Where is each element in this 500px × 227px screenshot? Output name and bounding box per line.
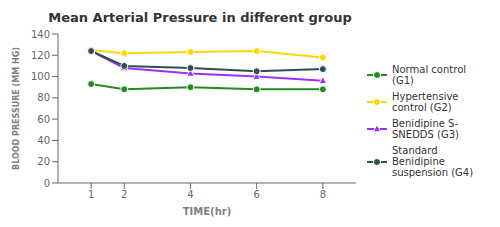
html-text:Hypertensive control (G2): Hypertensive control (G2) [392,91,459,113]
html-text:Benidipine S- SNEDDS (G3): Benidipine S- SNEDDS (G3) [392,118,459,140]
svg-text:8: 8 [320,189,326,200]
html-text:Standard Benidipine suspension: Standard Benidipine suspension (G4) [392,145,474,178]
html-text:Normal control (G1): Normal control (G1) [392,64,466,86]
svg-text:1: 1 [88,189,94,200]
svg-text:40: 40 [37,135,50,146]
svg-text:0: 0 [44,178,50,189]
svg-text:6: 6 [253,189,259,200]
svg-text:80: 80 [37,92,50,103]
svg-text:BLOOD PRESSURE (MM HG): BLOOD PRESSURE (MM HG) [12,47,21,170]
svg-text:60: 60 [37,114,50,125]
svg-text:140: 140 [31,29,50,40]
svg-text:100: 100 [31,71,50,82]
svg-text:120: 120 [31,50,50,61]
svg-text:2: 2 [121,189,127,200]
svg-text:20: 20 [37,156,50,167]
html-text:Mean Arterial Pressure in diff: Mean Arterial Pressure in different grou… [48,10,352,25]
svg-text:TIME(hr): TIME(hr) [183,206,232,217]
svg-text:4: 4 [187,189,193,200]
